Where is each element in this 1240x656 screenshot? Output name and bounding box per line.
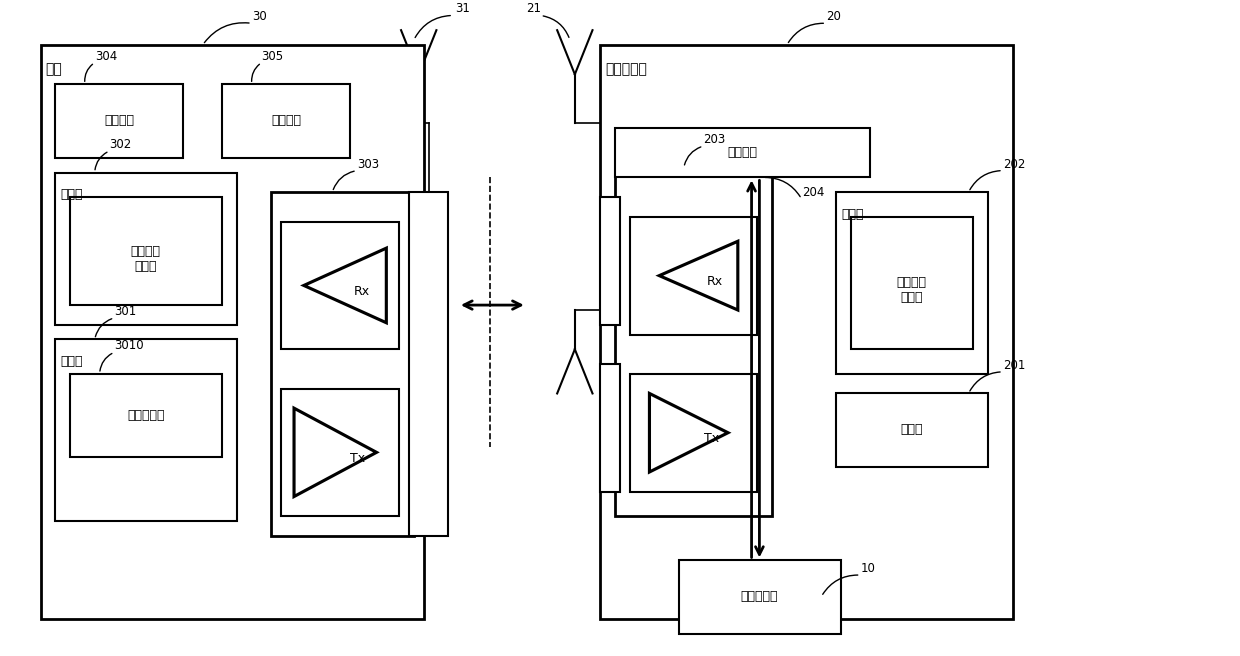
Text: 305: 305 (262, 50, 284, 62)
Text: 接入网设备: 接入网设备 (605, 62, 647, 77)
Bar (56, 84, 184, 158)
Bar (836, 192, 988, 374)
Text: 处理器: 处理器 (900, 423, 923, 436)
Bar (600, 45, 1013, 619)
Polygon shape (294, 408, 377, 497)
Bar (615, 129, 870, 177)
Text: 302: 302 (109, 138, 131, 151)
Text: 31: 31 (455, 3, 470, 16)
Text: 202: 202 (1003, 157, 1025, 171)
Text: 存储器: 存储器 (61, 188, 83, 201)
Text: 3010: 3010 (114, 339, 144, 352)
Bar (600, 364, 620, 491)
Text: 终端: 终端 (46, 62, 62, 77)
Text: Tx: Tx (350, 452, 366, 464)
Bar (56, 173, 237, 325)
Text: 计算机程
序代码: 计算机程 序代码 (130, 245, 161, 273)
Text: 存储器: 存储器 (841, 208, 863, 221)
Text: Rx: Rx (707, 275, 723, 288)
Bar (222, 84, 350, 158)
Text: 计算机程
序代码: 计算机程 序代码 (897, 276, 926, 304)
Bar (836, 394, 988, 467)
Polygon shape (650, 394, 728, 472)
Bar (281, 388, 399, 516)
Bar (615, 168, 773, 516)
Text: 核心网设备: 核心网设备 (740, 590, 779, 603)
Bar (409, 192, 448, 536)
Text: 20: 20 (826, 10, 841, 24)
Bar (680, 560, 841, 634)
Bar (630, 374, 758, 491)
Text: 通信处理器: 通信处理器 (126, 409, 165, 422)
Text: 输入设备: 输入设备 (272, 114, 301, 127)
Text: 204: 204 (801, 186, 825, 199)
Polygon shape (304, 248, 387, 323)
Bar (630, 216, 758, 335)
Text: Rx: Rx (353, 285, 370, 298)
Text: 303: 303 (357, 157, 379, 171)
Polygon shape (660, 241, 738, 310)
Bar (600, 197, 620, 325)
Text: 21: 21 (526, 3, 541, 16)
Text: 输出设备: 输出设备 (104, 114, 134, 127)
Text: 处理器: 处理器 (61, 355, 83, 368)
Text: 网络接口: 网络接口 (728, 146, 758, 159)
Text: Tx: Tx (704, 432, 719, 445)
Bar (41, 45, 424, 619)
Bar (56, 339, 237, 521)
Bar (272, 192, 414, 536)
Bar (851, 216, 973, 349)
Text: 203: 203 (703, 133, 725, 146)
Bar (281, 222, 399, 349)
Bar (71, 374, 222, 457)
Text: 201: 201 (1003, 359, 1025, 372)
Text: 10: 10 (861, 562, 875, 575)
Bar (71, 197, 222, 305)
Text: 304: 304 (94, 50, 117, 62)
Text: 30: 30 (252, 10, 267, 24)
Text: 301: 301 (114, 305, 136, 318)
